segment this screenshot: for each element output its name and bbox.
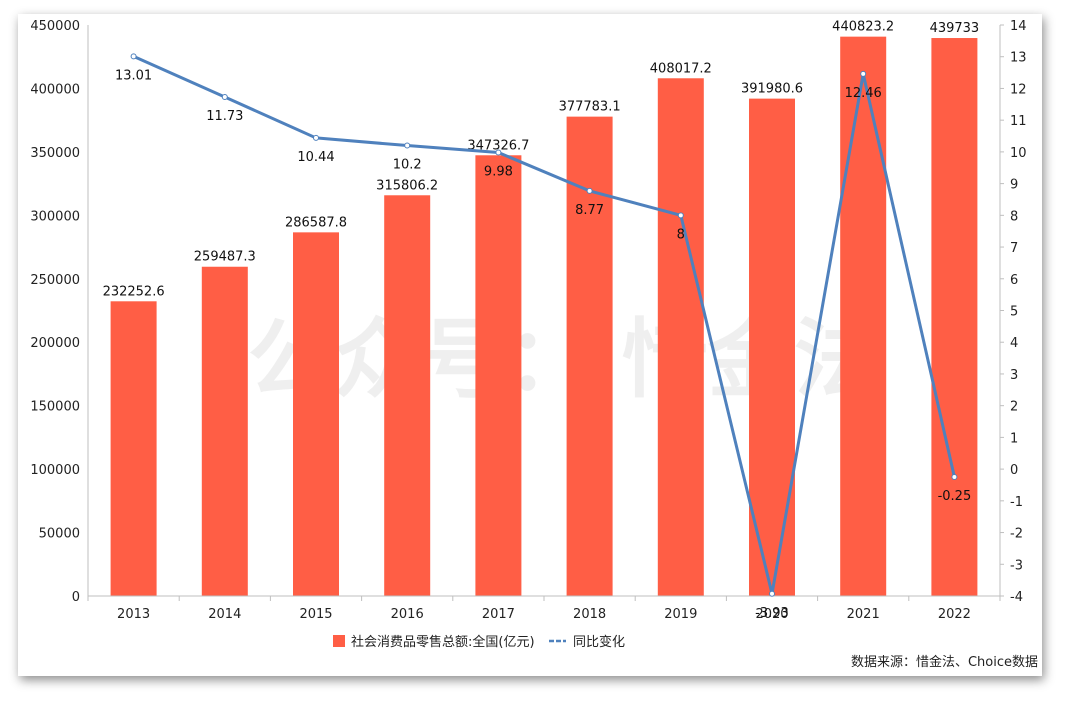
- line-label-2013: 13.01: [115, 68, 152, 83]
- bar-2015: [293, 232, 339, 596]
- x-tick-label-2021: 2021: [847, 607, 880, 622]
- line-point-2020: [769, 590, 775, 597]
- left-tick-label: 350000: [30, 146, 80, 161]
- legend-bar-swatch: [333, 635, 345, 647]
- bar-2022: [931, 38, 978, 596]
- line-label-2017: 9.98: [484, 165, 513, 180]
- bar-label-2017: 347326.7: [467, 138, 529, 153]
- x-tick-label-2015: 2015: [299, 607, 332, 622]
- axes: 0 50000 100000 150000 200000 250000 300000 3500…: [30, 19, 1026, 622]
- left-tick-label: 400000: [30, 82, 80, 97]
- line-point-2016: [404, 142, 411, 149]
- line-label-2019: 8: [677, 227, 685, 242]
- chart-card: 公众号： 惜金法 232252.6 259487.3 286587.8 315806.…: [18, 14, 1042, 676]
- line-point-2022: [951, 474, 958, 481]
- bar-label-2019: 408017.2: [650, 61, 712, 76]
- bar-2014: [201, 266, 248, 596]
- left-tick-label: 300000: [30, 209, 80, 224]
- legend: 社会消费品零售总额:全国(亿元) 同比变化: [333, 634, 625, 650]
- bar-label-2021: 440823.2: [832, 20, 894, 35]
- legend-bar-label: 社会消费品零售总额:全国(亿元): [351, 634, 535, 650]
- line-point-2017: [495, 149, 502, 156]
- bar-label-2015: 286587.8: [285, 215, 347, 230]
- right-tick-label: 3: [1010, 368, 1018, 383]
- right-tick-label: 6: [1010, 273, 1018, 288]
- bar-label-2018: 377783.1: [559, 100, 621, 115]
- line-label-2015: 10.44: [297, 150, 334, 165]
- right-tick-label: 2: [1010, 400, 1018, 415]
- line-point-2015: [313, 134, 319, 141]
- line-label-2020: -3.93: [755, 606, 789, 621]
- x-tick-label-2013: 2013: [117, 607, 150, 622]
- line-point-2019: [677, 212, 684, 219]
- left-tick-label: 0: [72, 590, 80, 605]
- right-tick-label: 4: [1010, 336, 1018, 351]
- right-tick-label: 1: [1010, 431, 1018, 446]
- right-tick-label: -3: [1010, 558, 1023, 573]
- legend-line-label: 同比变化: [573, 634, 625, 650]
- line-label-2018: 8.77: [575, 203, 604, 218]
- bar-label-2016: 315806.2: [376, 178, 438, 193]
- x-tick-label-2017: 2017: [482, 607, 515, 622]
- line-label-2014: 11.73: [206, 109, 243, 124]
- right-tick-label: 11: [1010, 114, 1027, 129]
- bar-label-2014: 259487.3: [194, 250, 256, 265]
- right-tick-label: 13: [1010, 51, 1027, 66]
- x-tick-label-2014: 2014: [208, 607, 241, 622]
- left-tick-label: 100000: [30, 463, 80, 478]
- line-label-2022: -0.25: [938, 489, 972, 504]
- x-tick-label-2020: 2020: [755, 607, 788, 622]
- bar-label-2022: 439733: [930, 21, 980, 36]
- line-point-2018: [586, 187, 593, 194]
- line-path: [132, 55, 956, 596]
- left-tick-label: 200000: [30, 336, 80, 351]
- right-tick-label: 0: [1010, 463, 1018, 478]
- line-label-2021: 12.46: [845, 86, 882, 101]
- line-series: 13.01 11.73 10.44 10.2 9.98 8.77 8 -3.93 12.46 -0…: [115, 53, 972, 621]
- bar-label-2020: 391980.6: [741, 82, 803, 97]
- left-tick-label: 150000: [30, 400, 80, 415]
- x-tick-label-2019: 2019: [664, 607, 697, 622]
- line-point-2021: [860, 70, 867, 77]
- bar-2016: [384, 195, 431, 596]
- line-label-2016: 10.2: [393, 158, 422, 173]
- right-tick-label: 9: [1010, 178, 1018, 193]
- line-point-2014: [221, 94, 228, 101]
- right-tick-label: 7: [1010, 241, 1018, 256]
- x-tick-label-2022: 2022: [938, 607, 971, 622]
- bar-2021: [840, 36, 887, 596]
- right-tick-label: 14: [1010, 19, 1027, 34]
- bar-2017: [475, 155, 522, 596]
- right-tick-label: 8: [1010, 209, 1018, 224]
- left-tick-label: 450000: [30, 19, 80, 34]
- right-tick-label: -4: [1010, 590, 1023, 605]
- source-note: 数据来源：惜金法、Choice数据: [851, 654, 1038, 670]
- right-tick-label: 10: [1010, 146, 1027, 161]
- right-tick-label: 5: [1010, 305, 1018, 320]
- bar-2013: [110, 301, 157, 596]
- x-tick-label-2016: 2016: [391, 607, 424, 622]
- line-point-2013: [130, 53, 137, 60]
- left-tick-label: 250000: [30, 273, 80, 288]
- bar-series: 232252.6 259487.3 286587.8 315806.2 347326.7…: [103, 20, 980, 597]
- bar-2019: [657, 78, 704, 597]
- right-tick-label: -2: [1010, 527, 1023, 542]
- right-tick-label: -1: [1010, 495, 1023, 510]
- right-tick-label: 12: [1010, 82, 1027, 97]
- x-tick-label-2018: 2018: [573, 607, 606, 622]
- bar-label-2013: 232252.6: [103, 284, 165, 299]
- left-tick-label: 50000: [39, 527, 80, 542]
- combo-chart: 公众号： 惜金法 232252.6259487.3286587.8315806.…: [30, 19, 1038, 670]
